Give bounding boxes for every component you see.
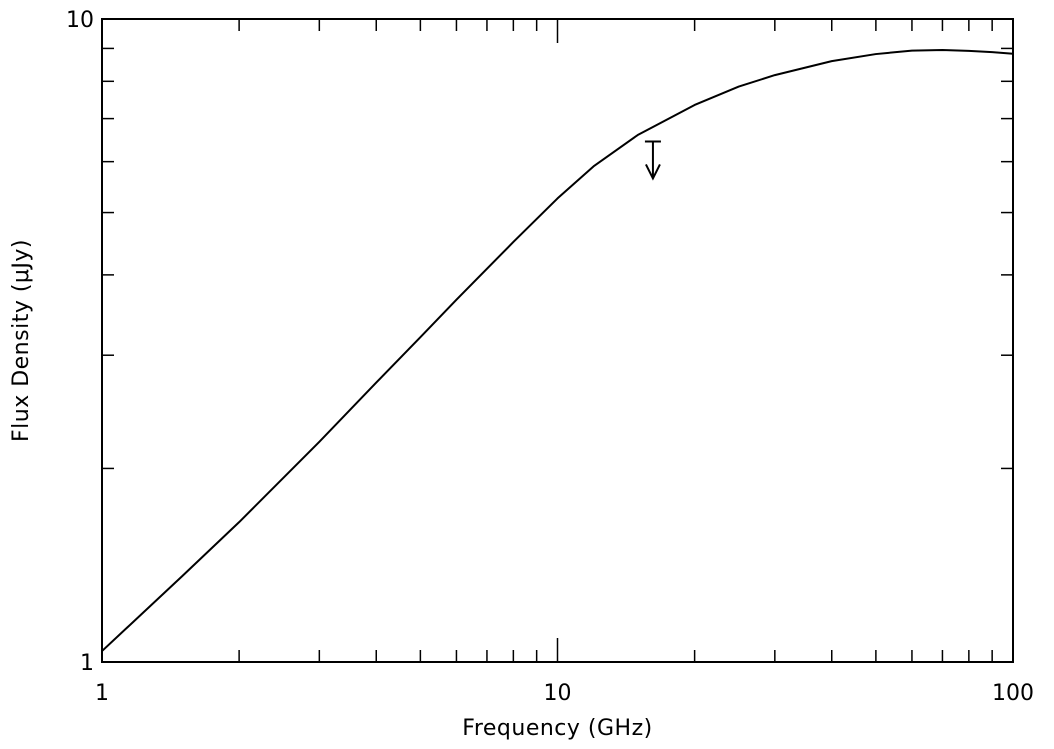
x-tick-label: 10 — [544, 681, 572, 706]
y-axis-label: Flux Density (μJy) — [9, 239, 34, 442]
upper-limit-head — [645, 163, 661, 181]
y-tick-label: 10 — [66, 8, 94, 33]
series-layer — [101, 48, 1014, 652]
series-line — [101, 48, 1014, 652]
minor-ticks — [102, 19, 1013, 662]
x-tick-label: 1 — [95, 681, 109, 706]
x-axis-label: Frequency (GHz) — [462, 716, 652, 741]
upper-limit-layer — [644, 140, 661, 181]
tick-label-layer: 1 10 100 1 10 — [66, 8, 1034, 706]
y-tick-label: 1 — [80, 651, 94, 676]
upper-limit-arrow — [644, 140, 661, 181]
x-tick-label: 100 — [992, 681, 1034, 706]
plot-frame — [101, 18, 1014, 663]
